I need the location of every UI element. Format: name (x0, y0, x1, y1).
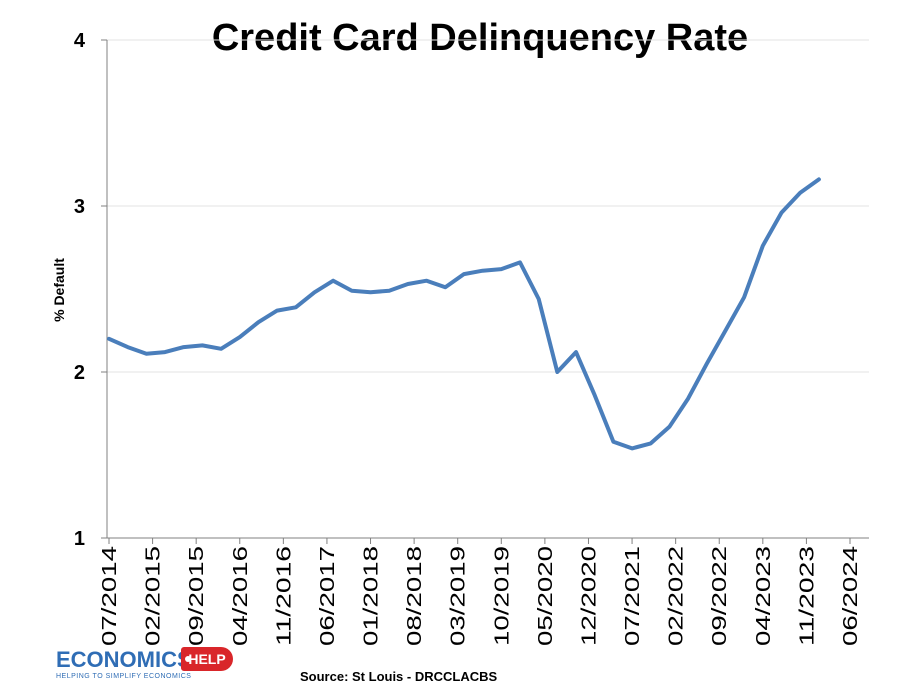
x-tick-label: 08/2018 (404, 546, 426, 646)
y-tick-label: 4 (74, 30, 86, 52)
x-axis-ticks: 07/2014 02/2015 09/2015 04/2016 11/2016 06/20… (99, 538, 862, 646)
economics-help-logo: ECONOMICS HELP HELPING TO SIMPLIFY ECONO… (56, 643, 256, 685)
series-line (107, 177, 821, 451)
x-tick-label: 11/2016 (273, 546, 295, 646)
x-tick-label: 05/2020 (535, 546, 557, 646)
x-tick-label: 09/2022 (709, 546, 731, 646)
x-tick-label: 12/2020 (578, 546, 600, 646)
source-note: Source: St Louis - DRCCLACBS (300, 669, 498, 684)
logo-main-text: ECONOMICS (56, 647, 192, 672)
x-tick-label: 03/2019 (448, 546, 470, 646)
x-tick-label: 04/2023 (753, 546, 775, 646)
x-tick-label: 06/2024 (840, 546, 862, 646)
x-tick-label: 09/2015 (186, 546, 208, 646)
grid-lines (107, 39, 869, 373)
x-tick-label: 02/2015 (143, 546, 165, 646)
y-tick-label: 1 (74, 528, 85, 550)
x-tick-label: 07/2014 (99, 546, 121, 646)
x-tick-label: 01/2018 (361, 546, 383, 646)
x-tick-label: 06/2017 (317, 546, 339, 646)
y-tick-label: 2 (74, 362, 85, 384)
tag-hole-icon (185, 656, 191, 662)
x-tick-label: 10/2019 (491, 546, 513, 646)
logo-tagline: HELPING TO SIMPLIFY ECONOMICS (56, 673, 192, 680)
x-tick-label: 07/2021 (622, 546, 644, 646)
y-axis-label: % Default (51, 258, 67, 322)
logo-tag: HELP (181, 647, 233, 671)
x-tick-label: 11/2023 (796, 546, 818, 646)
x-tick-label: 04/2016 (230, 546, 252, 646)
logo-tag-text: HELP (188, 651, 226, 667)
chart-title: Credit Card Delinquency Rate (212, 17, 748, 59)
x-tick-label: 02/2022 (666, 546, 688, 646)
y-axis-ticks: 1 2 3 4 (74, 30, 107, 550)
y-tick-label: 3 (74, 196, 85, 218)
